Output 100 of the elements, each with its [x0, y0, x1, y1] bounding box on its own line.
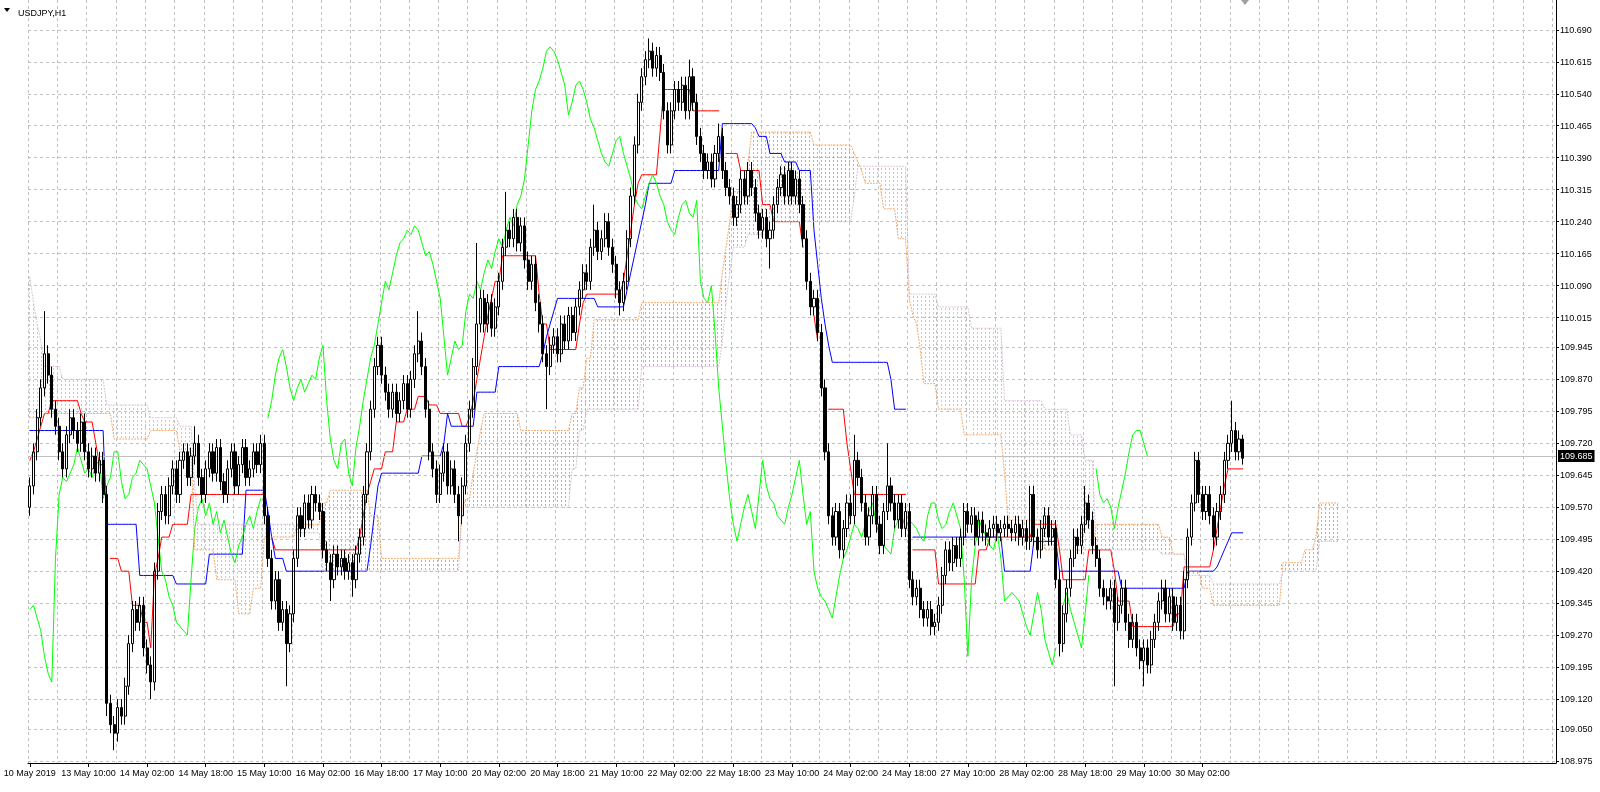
candlestick	[996, 515, 999, 542]
candlestick	[516, 208, 519, 252]
y-tick-label: 110.090	[1560, 280, 1592, 291]
y-tick-label: 110.540	[1560, 88, 1592, 99]
y-tick-label: 109.120	[1560, 694, 1593, 705]
candlestick	[244, 438, 248, 487]
y-tick-label: 109.570	[1560, 502, 1593, 513]
candlestick	[999, 519, 1002, 542]
candlestick	[277, 570, 281, 632]
y-tick-label: 110.390	[1560, 152, 1592, 163]
y-tick-label: 109.420	[1560, 566, 1593, 577]
y-tick-label: 110.015	[1560, 312, 1592, 323]
y-tick-label: 110.315	[1560, 184, 1592, 195]
candlestick	[1241, 434, 1244, 466]
y-tick-label: 109.270	[1560, 630, 1593, 641]
candlestick	[343, 549, 347, 581]
candlestick	[91, 447, 94, 478]
x-tick-label: 29 May 10:00	[1116, 767, 1172, 778]
candlestick	[567, 306, 570, 351]
candlestick	[977, 511, 980, 547]
candlestick	[688, 59, 691, 120]
y-tick-label: 110.165	[1560, 248, 1592, 259]
candlestick	[233, 442, 237, 495]
y-tick-label: 110.465	[1560, 120, 1592, 131]
y-tick-label: 108.975	[1560, 755, 1593, 766]
candlestick	[900, 493, 903, 538]
candlestick	[303, 493, 306, 538]
candlestick	[746, 161, 750, 206]
candlestick	[783, 165, 786, 206]
y-tick-label: 109.945	[1560, 342, 1593, 353]
candlestick	[486, 293, 489, 333]
candlestick	[490, 293, 493, 338]
candlestick	[930, 600, 933, 636]
text: USDJPY,H1	[18, 7, 67, 18]
candlestick	[1142, 638, 1145, 687]
x-tick-label: 14 May 18:00	[178, 767, 233, 778]
candlestick	[340, 549, 343, 576]
candlestick	[391, 383, 394, 419]
x-tick-label: 23 May 10:00	[764, 767, 820, 778]
candlestick	[1018, 515, 1021, 547]
y-tick-label: 110.615	[1560, 56, 1592, 67]
candlestick	[1021, 519, 1024, 547]
candlestick	[988, 519, 991, 547]
candlestick	[1003, 515, 1006, 538]
candlestick	[838, 502, 841, 559]
candlestick	[211, 442, 215, 483]
y-tick-label: 109.195	[1560, 662, 1593, 673]
x-tick-label: 16 May 02:00	[295, 767, 351, 778]
candlestick	[446, 442, 449, 495]
candlestick	[395, 383, 398, 423]
candlestick	[1029, 485, 1032, 551]
candlestick	[560, 314, 563, 363]
candlestick	[186, 442, 189, 487]
candlestick	[974, 506, 977, 547]
x-tick-label: 14 May 02:00	[119, 767, 175, 778]
candlestick	[952, 536, 955, 572]
y-tick-label: 109.050	[1560, 723, 1593, 734]
x-tick-label: 28 May 18:00	[1057, 767, 1113, 778]
candlestick	[310, 485, 314, 530]
x-tick-label: 24 May 18:00	[881, 767, 937, 778]
x-tick-label: 27 May 10:00	[940, 767, 996, 778]
y-tick-label: 110.690	[1560, 24, 1592, 35]
y-tick-label: 109.645	[1560, 470, 1593, 481]
candlestick	[1010, 519, 1013, 542]
y-tick-label: 109.720	[1560, 438, 1593, 449]
candlestick	[655, 46, 658, 78]
candlestick	[853, 434, 856, 525]
candlestick	[1007, 515, 1010, 538]
x-tick-label: 10 May 2019	[3, 767, 56, 778]
x-tick-label: 20 May 18:00	[530, 767, 585, 778]
candlestick	[483, 289, 486, 333]
candlestick	[1172, 587, 1175, 632]
x-tick-label: 21 May 10:00	[588, 767, 644, 778]
candlestick	[981, 511, 984, 542]
candlestick	[285, 600, 288, 687]
x-tick-label: 17 May 10:00	[412, 767, 468, 778]
candlestick	[790, 161, 794, 206]
y-tick-label: 109.345	[1560, 598, 1593, 609]
y-tick-label: 109.795	[1560, 406, 1593, 417]
x-tick-label: 28 May 02:00	[999, 767, 1054, 778]
x-tick-label: 13 May 10:00	[61, 767, 116, 778]
x-tick-label: 16 May 18:00	[354, 767, 409, 778]
x-tick-label: 20 May 02:00	[471, 767, 527, 778]
candlestick	[1204, 485, 1208, 521]
candlestick	[512, 208, 515, 248]
x-tick-label: 30 May 02:00	[1175, 767, 1230, 778]
y-tick-label: 109.870	[1560, 374, 1593, 385]
ref-line-label: 109.685	[1560, 451, 1593, 462]
candlestick	[787, 161, 790, 206]
candlestick	[1113, 579, 1116, 687]
candlestick	[94, 447, 97, 483]
candlestick	[651, 42, 654, 78]
x-tick-label: 15 May 10:00	[237, 767, 292, 778]
x-tick-label: 22 May 02:00	[647, 767, 703, 778]
x-tick-label: 22 May 18:00	[706, 767, 761, 778]
candlestick	[1047, 506, 1050, 547]
x-tick-label: 24 May 02:00	[823, 767, 878, 778]
candlestick	[1014, 515, 1017, 542]
y-tick-label: 110.240	[1560, 216, 1592, 227]
y-tick-label: 109.495	[1560, 534, 1593, 545]
